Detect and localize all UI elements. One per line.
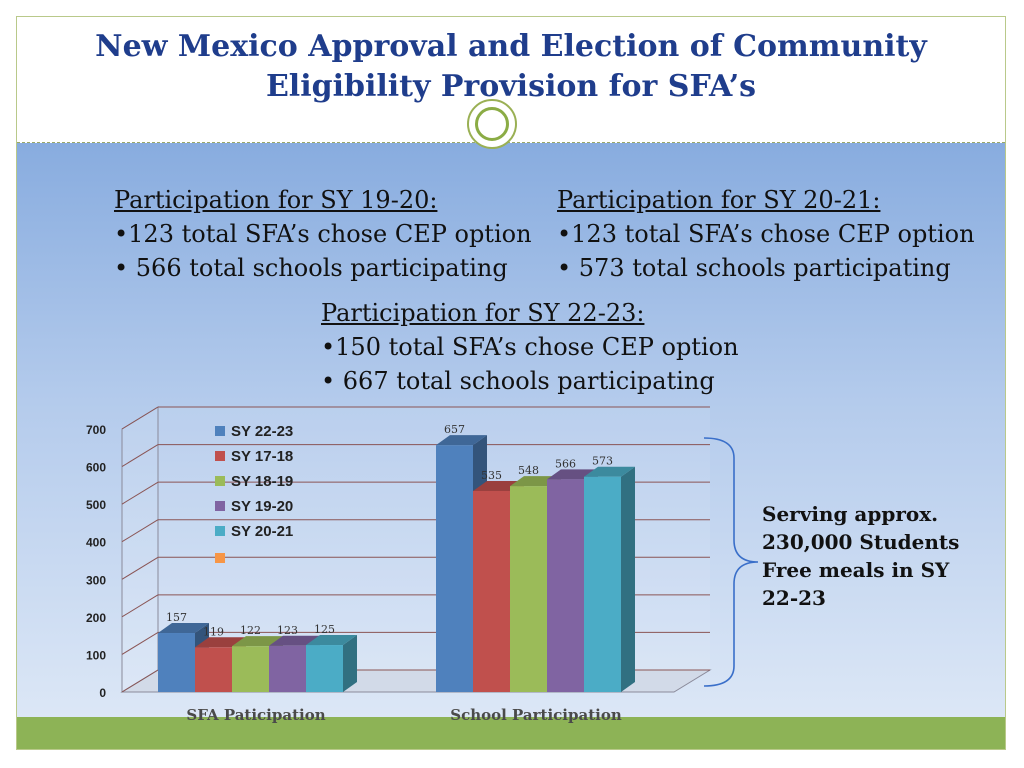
legend-label: SY 18-19 <box>231 473 293 490</box>
participation-block-sy22-23: Participation for SY 22-23: •150 total S… <box>321 296 739 398</box>
block-line-schools: • 667 total schools participating <box>321 367 715 395</box>
title-line-1: New Mexico Approval and Election of Comm… <box>95 29 927 64</box>
legend-label: SY 20-21 <box>231 523 293 540</box>
data-label: 657 <box>444 423 465 436</box>
bar-sy-17-18-0 <box>195 647 232 692</box>
gridline-depth <box>121 556 159 580</box>
block-line-sfa: •123 total SFA’s chose CEP option <box>557 220 975 248</box>
legend-label: SY 19-20 <box>231 498 293 515</box>
x-category-label: SFA Paticipation <box>186 706 325 724</box>
legend-swatch <box>215 426 225 436</box>
y-tick-label: 600 <box>86 461 106 475</box>
y-tick-label: 200 <box>86 611 106 625</box>
bar-sy-20-21-1 <box>584 476 621 692</box>
data-label: 125 <box>314 623 335 636</box>
legend-label: SY 17-18 <box>231 448 293 465</box>
slide-title: New Mexico Approval and Election of Comm… <box>17 27 1005 107</box>
legend-label: SY 22-23 <box>231 423 293 440</box>
gridline-depth <box>121 669 159 693</box>
gridline-depth <box>121 594 159 618</box>
bar-top-sy-18-19 <box>232 636 283 647</box>
data-label: 548 <box>518 464 539 477</box>
gridline-depth <box>121 519 159 543</box>
bar-sy-22-23-0 <box>158 633 195 692</box>
grass-strip <box>17 717 1005 749</box>
block-line-schools: • 573 total schools participating <box>557 254 951 282</box>
data-label: 157 <box>166 611 187 624</box>
x-category-label: School Participation <box>450 706 622 724</box>
legend-swatch <box>215 451 225 461</box>
title-line-2: Eligibility Provision for SFA’s <box>265 69 757 104</box>
legend-swatch-extra <box>215 553 225 563</box>
bar-top-sy-20-21 <box>306 635 357 646</box>
bar-sy-18-19-1 <box>510 486 547 692</box>
block-line-schools: • 566 total schools participating <box>114 254 508 282</box>
y-tick-label: 400 <box>86 536 106 550</box>
y-tick-label: 700 <box>86 423 106 437</box>
data-label: 535 <box>481 469 502 482</box>
circle-ornament-icon <box>467 99 517 149</box>
bar-side-sy-20-21 <box>621 466 635 692</box>
data-label: 122 <box>240 624 261 637</box>
students-served-note: Serving approx. 230,000 Students Free me… <box>762 500 982 612</box>
gridline-depth <box>121 632 159 655</box>
bar-sy-17-18-1 <box>473 490 510 692</box>
note-line: 22-23 <box>762 586 826 610</box>
gridline-depth <box>121 481 159 505</box>
y-tick-label: 0 <box>99 686 106 700</box>
participation-block-sy20-21: Participation for SY 20-21: •123 total S… <box>557 183 975 285</box>
bar-sy-22-23-1 <box>436 445 473 692</box>
circle-ornament-inner <box>475 107 509 141</box>
gridline-depth <box>121 406 159 430</box>
bar-sy-19-20-1 <box>547 479 584 692</box>
chart-side-wall <box>121 406 159 693</box>
bar-sy-19-20-0 <box>269 645 306 692</box>
bar-top-sy-22-23 <box>436 435 487 446</box>
data-label: 573 <box>592 455 613 468</box>
y-tick-label: 100 <box>86 648 106 662</box>
y-tick-label: 300 <box>86 573 106 587</box>
block-line-sfa: •150 total SFA’s chose CEP option <box>321 333 739 361</box>
bar-side-sy-20-21 <box>343 635 357 692</box>
note-line: Serving approx. <box>762 502 939 526</box>
block-heading: Participation for SY 22-23: <box>321 299 645 327</box>
participation-block-sy19-20: Participation for SY 19-20: •123 total S… <box>114 183 532 285</box>
legend-swatch <box>215 526 225 536</box>
data-label: 119 <box>203 625 224 638</box>
gridline-depth <box>121 444 159 467</box>
bar-top-sy-19-20 <box>269 635 320 646</box>
data-label: 566 <box>555 457 576 470</box>
block-heading: Participation for SY 19-20: <box>114 186 438 214</box>
block-heading: Participation for SY 20-21: <box>557 186 881 214</box>
legend-swatch <box>215 501 225 511</box>
block-line-sfa: •123 total SFA’s chose CEP option <box>114 220 532 248</box>
note-line: Free meals in SY <box>762 558 950 582</box>
bar-top-sy-17-18 <box>195 637 246 648</box>
note-line: 230,000 Students <box>762 530 960 554</box>
bar-sy-18-19-0 <box>232 646 269 692</box>
bar-sy-20-21-0 <box>306 645 343 692</box>
curly-brace-icon <box>703 437 759 687</box>
legend-swatch <box>215 476 225 486</box>
bar-top-sy-22-23 <box>158 623 209 634</box>
data-label: 123 <box>277 624 298 637</box>
header-separator <box>17 142 1005 143</box>
y-tick-label: 500 <box>86 498 106 512</box>
bar-top-sy-20-21 <box>584 466 635 477</box>
